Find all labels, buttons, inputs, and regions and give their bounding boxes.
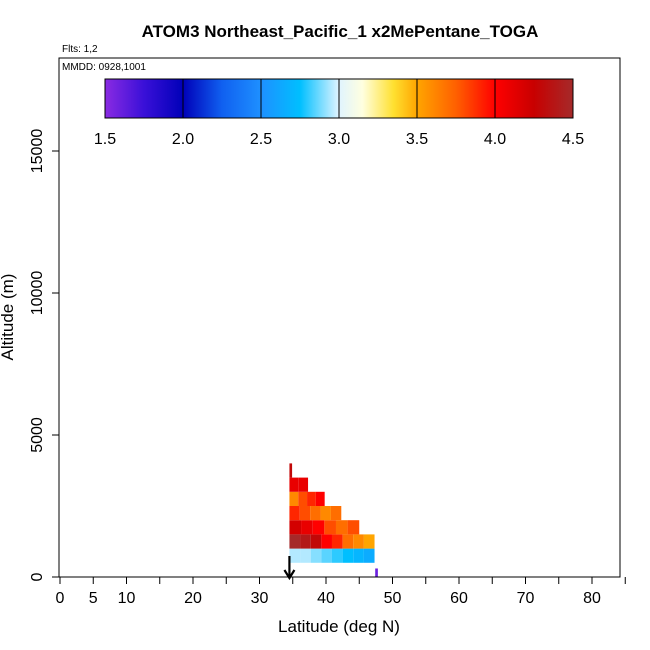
y-axis-label: Altitude (m) (0, 274, 17, 361)
heat-cell (301, 520, 313, 535)
x-tick-label: 50 (384, 590, 402, 607)
heat-cell (324, 520, 336, 535)
heat-cell (289, 548, 301, 563)
x-tick-label: 70 (517, 590, 535, 607)
heat-cell (342, 548, 354, 563)
heat-cell (289, 520, 302, 535)
heat-cell (363, 548, 375, 563)
heat-cell (310, 534, 322, 549)
heat-cell (312, 520, 325, 535)
heat-cell (310, 548, 322, 563)
heat-cell (320, 506, 331, 521)
heat-cell (298, 477, 309, 492)
data-layer (289, 463, 378, 577)
heat-cell (307, 491, 316, 506)
x-tick-label: 60 (450, 590, 468, 607)
colorbar-tick-label: 4.0 (484, 131, 506, 148)
heat-cell (321, 534, 332, 549)
heat-cell (330, 506, 342, 521)
heat-cell (375, 568, 378, 577)
flights-note: Flts: 1,2 (62, 44, 98, 55)
x-tick-label: 0 (56, 590, 65, 607)
colorbar-tick-label: 3.5 (406, 131, 428, 148)
x-tick-label: 5 (89, 590, 98, 607)
colorbar-ticks: 1.5 2.0 2.5 3.0 3.5 4.0 4.5 (94, 79, 584, 148)
y-axis: 0 5000 10000 15000 (29, 129, 60, 581)
x-tick-label: 40 (317, 590, 335, 607)
x-tick-label: 20 (184, 590, 202, 607)
heat-cell (335, 520, 348, 535)
heat-cell (300, 534, 311, 549)
heat-cell (342, 534, 354, 549)
heat-cell (347, 520, 360, 535)
heat-cell (315, 491, 325, 506)
colorbar-tick-label: 2.0 (172, 131, 194, 148)
heat-cell (310, 506, 321, 521)
heat-cell (289, 477, 299, 492)
heat-cell (353, 534, 364, 549)
heat-cell (298, 491, 308, 506)
heat-cell (289, 534, 301, 549)
heat-cell (299, 506, 311, 521)
heat-cell (289, 463, 293, 478)
date-note: MMDD: 0928,1001 (62, 62, 146, 73)
y-tick-label: 15000 (29, 129, 46, 174)
heat-cell (331, 534, 343, 549)
flight-marker-arrow-icon (283, 556, 296, 581)
heat-cell (363, 534, 375, 549)
heat-cell (289, 491, 299, 506)
x-tick-label: 30 (251, 590, 269, 607)
heat-cell (300, 548, 311, 563)
colorbar-tick-label: 2.5 (250, 131, 272, 148)
heat-cell (353, 548, 364, 563)
x-axis: 0 5 10 20 30 40 50 60 70 80 (56, 576, 626, 607)
colorbar-tick-label: 3.0 (328, 131, 350, 148)
heat-cell (331, 548, 343, 563)
chart-title: ATOM3 Northeast_Pacific_1 x2MePentane_TO… (142, 22, 539, 41)
x-axis-label: Latitude (deg N) (278, 617, 400, 636)
colorbar-tick-label: 4.5 (562, 131, 584, 148)
heat-cell (321, 548, 332, 563)
x-tick-label: 80 (583, 590, 601, 607)
colorbar-tick-label: 1.5 (94, 131, 116, 148)
y-tick-label: 10000 (29, 271, 46, 316)
heat-cell (289, 506, 300, 521)
y-tick-label: 5000 (29, 417, 46, 453)
y-tick-label: 0 (29, 572, 46, 581)
x-tick-label: 10 (118, 590, 136, 607)
